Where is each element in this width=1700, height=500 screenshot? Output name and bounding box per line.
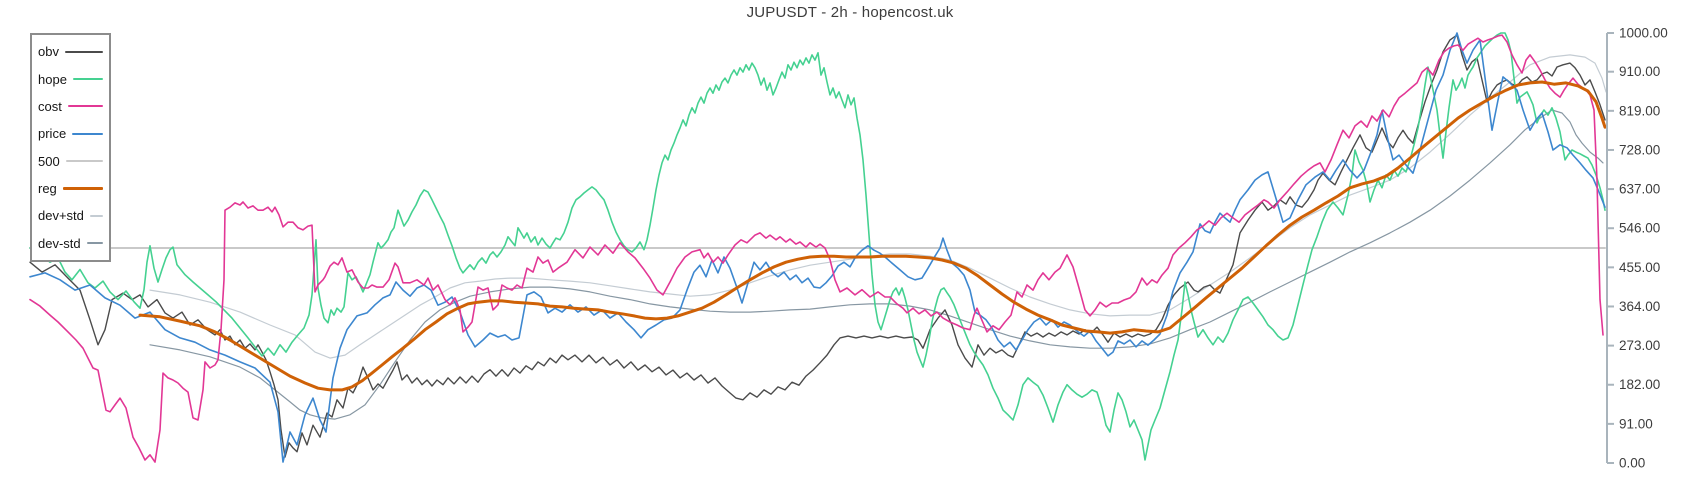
legend-item-swatch bbox=[65, 160, 103, 163]
legend-item-label: price bbox=[38, 126, 67, 142]
y-axis-tick-label: 1000.00 bbox=[1619, 26, 1668, 41]
legend-item-label: 500 bbox=[38, 153, 60, 169]
legend-item-label: reg bbox=[38, 181, 57, 197]
y-axis-tick-label: 455.00 bbox=[1619, 260, 1660, 275]
series-line-dev+std bbox=[149, 54, 1607, 359]
legend-item-swatch bbox=[72, 132, 103, 135]
legend-item-swatch bbox=[62, 187, 103, 191]
legend-item-reg[interactable]: reg bbox=[38, 181, 103, 196]
y-axis-tick-label: 637.00 bbox=[1619, 182, 1660, 197]
y-axis-tick-label: 0.00 bbox=[1619, 456, 1645, 471]
legend-item-swatch bbox=[86, 242, 103, 245]
y-axis-tick-label: 182.00 bbox=[1619, 377, 1660, 392]
legend-item-label: dev+std bbox=[38, 208, 84, 224]
legend-item-hope[interactable]: hope bbox=[38, 72, 103, 87]
series-line-dev-std bbox=[149, 109, 1604, 420]
y-axis-tick-label: 546.00 bbox=[1619, 221, 1660, 236]
legend-item-label: hope bbox=[38, 71, 67, 87]
y-axis-tick-label: 819.00 bbox=[1619, 103, 1660, 118]
y-axis-tick-label: 728.00 bbox=[1619, 142, 1660, 157]
legend-item-label: obv bbox=[38, 44, 59, 60]
series-line-cost bbox=[29, 34, 1604, 463]
legend-item-swatch bbox=[89, 214, 103, 217]
chart-title: JUPUSDT - 2h - hopencost.uk bbox=[746, 4, 954, 21]
y-axis-tick-label: 91.00 bbox=[1619, 416, 1653, 431]
legend-item-label: dev-std bbox=[38, 235, 81, 251]
chart-legend: obv hope cost price 500 reg dev+std dev-std bbox=[30, 33, 111, 262]
y-axis-tick-label: 910.00 bbox=[1619, 64, 1660, 79]
legend-item-swatch bbox=[64, 50, 103, 53]
series-line-obv bbox=[29, 34, 1606, 458]
series-line-reg bbox=[138, 80, 1607, 392]
series-line-hope bbox=[29, 32, 1606, 461]
legend-item-swatch bbox=[72, 78, 103, 81]
series-line-price bbox=[29, 32, 1606, 463]
legend-item-dev-std[interactable]: dev-std bbox=[38, 236, 103, 251]
legend-item-price[interactable]: price bbox=[38, 126, 103, 141]
legend-item-label: cost bbox=[38, 98, 62, 114]
legend-item-obv[interactable]: obv bbox=[38, 44, 103, 59]
legend-item-swatch bbox=[67, 105, 103, 108]
legend-item-cost[interactable]: cost bbox=[38, 99, 103, 114]
y-axis-tick-label: 273.00 bbox=[1619, 338, 1660, 353]
y-axis-tick-label: 364.00 bbox=[1619, 299, 1660, 314]
legend-item-dev-std[interactable]: dev+std bbox=[38, 208, 103, 223]
legend-item-500[interactable]: 500 bbox=[38, 154, 103, 169]
